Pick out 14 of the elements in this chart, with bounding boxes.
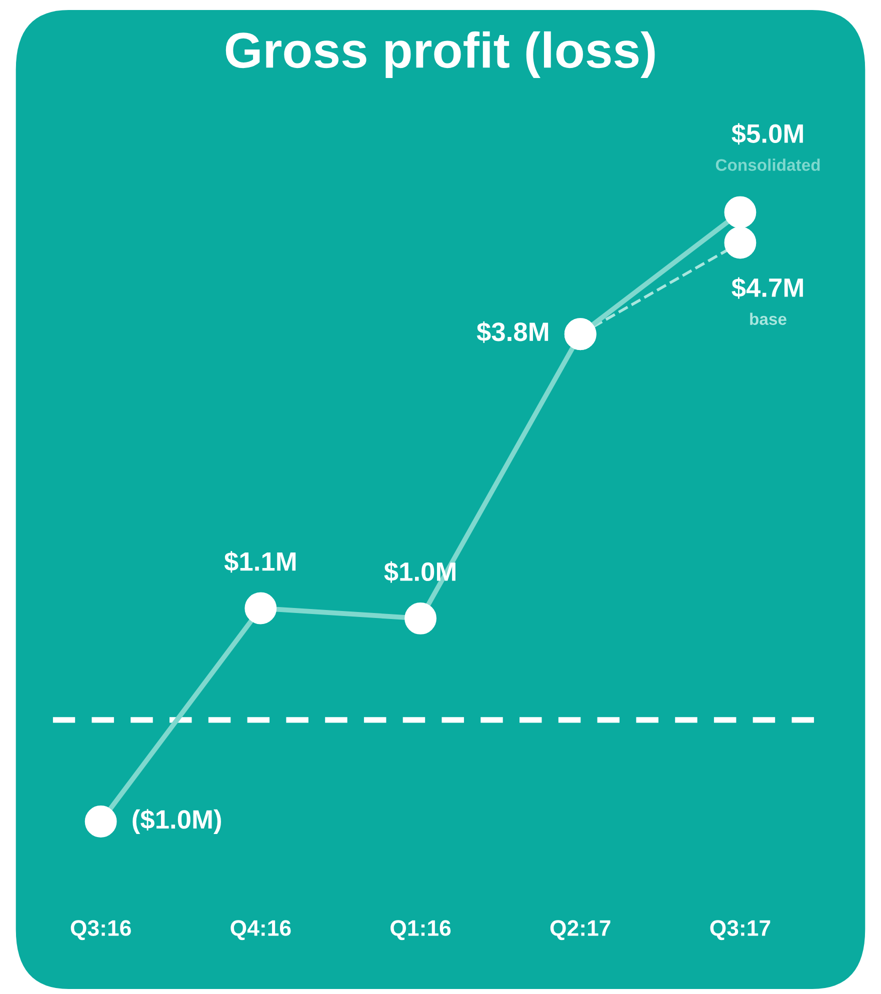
data-label: $3.8M bbox=[476, 321, 548, 343]
x-tick-label: Q4:16 bbox=[230, 920, 291, 940]
x-tick-label: Q3:17 bbox=[710, 920, 770, 940]
series-label: Consolidated bbox=[716, 158, 820, 171]
data-label: $5.0M bbox=[732, 123, 803, 145]
x-tick-label: Q2:17 bbox=[550, 920, 610, 940]
data-label: $4.7M bbox=[732, 277, 803, 299]
x-tick-label: Q3:16 bbox=[70, 920, 131, 940]
data-label: $1.1M bbox=[224, 551, 296, 573]
x-tick-label: Q1:16 bbox=[390, 920, 451, 940]
text: base bbox=[750, 312, 786, 325]
data-label: ($1.0M) bbox=[132, 808, 221, 834]
chart-title: Gross profit (loss) bbox=[226, 31, 655, 78]
data-label: $1.0M bbox=[384, 561, 456, 583]
